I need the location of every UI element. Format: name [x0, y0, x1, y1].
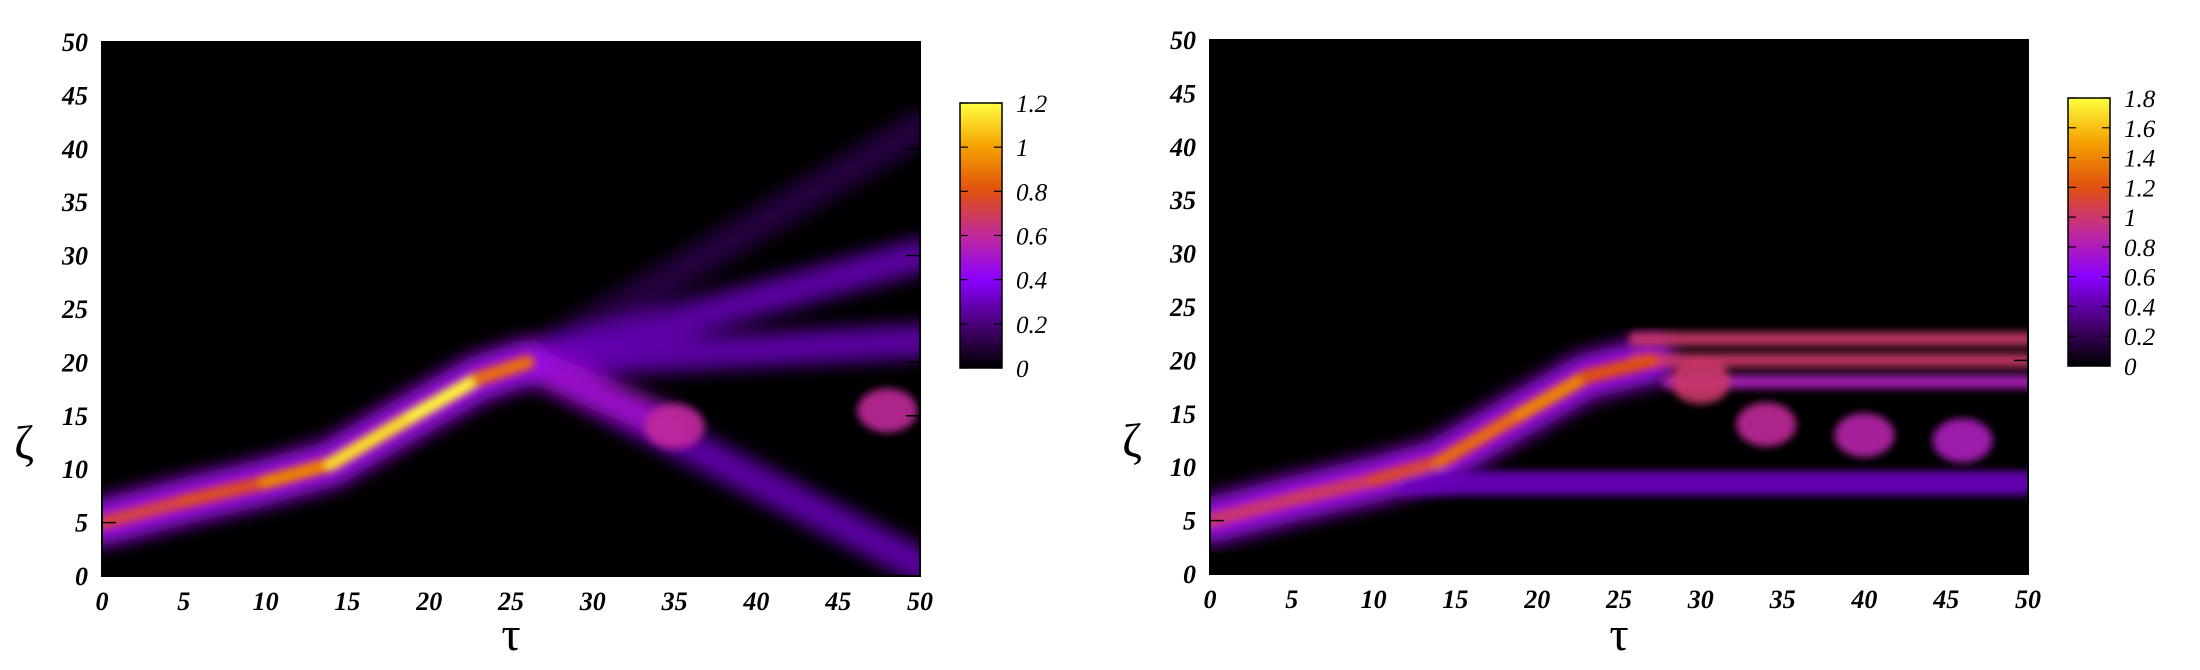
x-tick-label: 35 [661, 587, 688, 616]
colorbar-tick-label: 0.4 [1016, 268, 1047, 295]
beam-core [1513, 369, 1594, 421]
heatmap-panel-left: 0 5 10 15 20 25 30 35 40 45 50 0510152025303540455… [14, 28, 1048, 661]
beam-core [1366, 454, 1447, 488]
y-tick-label: 40 [61, 135, 88, 164]
y-tick-label: 5 [1183, 507, 1196, 536]
colorbar-tick-label: 1.8 [2124, 86, 2156, 113]
x-tick-label: 45 [1932, 585, 1959, 614]
colorbar-tick-label: 1.4 [2124, 146, 2155, 173]
x-tick-label: 5 [177, 587, 190, 616]
x-tick-label: 35 [1769, 585, 1796, 614]
y-tick-label: 40 [1169, 133, 1196, 162]
beam-core [1579, 353, 1659, 384]
colorbar-tick-label: 1.2 [2124, 175, 2155, 202]
y-tick-label: 50 [1170, 26, 1196, 55]
x-tick-label: 10 [1361, 585, 1387, 614]
y-tick-label: 25 [61, 295, 88, 324]
heatmap-panel-right: 0 5 10 15 20 25 30 35 40 45 50 0510152025303540455… [1122, 26, 2156, 661]
scattered-beam [510, 110, 920, 380]
y-tick-label: 20 [1169, 346, 1196, 375]
x-axis-ticks: 0 5 10 15 20 25 30 35 40 45 50 [96, 42, 933, 616]
y-tick-label: 15 [1170, 400, 1196, 429]
beam-core [1284, 473, 1381, 507]
colorbar-tick-label: 0 [2124, 354, 2137, 381]
x-tick-label: 50 [907, 587, 933, 616]
x-tick-label: 20 [415, 587, 442, 616]
colorbar-gradient [2067, 97, 2111, 367]
colorbar-tick-label: 0.6 [2124, 265, 2156, 292]
hot-spot [857, 388, 918, 433]
hot-spot [1932, 418, 1993, 463]
beam-core [258, 456, 339, 490]
y-tick-label: 30 [61, 242, 88, 271]
x-tick-label: 15 [1442, 585, 1468, 614]
y-tick-label: 35 [1169, 186, 1196, 215]
x-tick-label: 30 [1687, 585, 1714, 614]
colorbar: 0 0.2 0.40.6 0.8 1 1.21.4 1.6 1.8 [2067, 86, 2156, 381]
y-tick-label: 10 [62, 455, 88, 484]
y-axis-ticks: 0 5 10 15 20 25 30 35 40 45 50 [61, 28, 920, 591]
y-tick-label: 5 [75, 509, 88, 538]
beam-core [324, 408, 420, 471]
x-tick-label: 15 [334, 587, 360, 616]
colorbar-tick-label: 1 [1016, 135, 1029, 162]
x-axis-ticks: 0 5 10 15 20 25 30 35 40 45 50 [1204, 40, 2041, 614]
colorbar-tick-label: 1.6 [2124, 116, 2156, 143]
colorbar-tick-label: 0.4 [2124, 294, 2155, 321]
heatmap-image [102, 42, 920, 576]
beam-core [1432, 406, 1528, 469]
y-axis-ticks: 0 5 10 15 20 25 30 35 40 45 50 [1169, 26, 2028, 589]
colorbar: 0 0.2 0.4 0.6 0.8 1 1.2 [959, 91, 1048, 383]
x-tick-label: 0 [1204, 585, 1217, 614]
beam-core [102, 494, 191, 530]
x-tick-label: 50 [2015, 585, 2041, 614]
colorbar-tick-label: 0.8 [1016, 179, 1048, 206]
x-axis-label: τ [1609, 608, 1628, 661]
colorbar-tick-label: 0.2 [1016, 312, 1047, 339]
colorbar-tick-label: 0 [1016, 356, 1029, 383]
beam-core [471, 355, 535, 386]
y-tick-label: 15 [62, 402, 88, 431]
colorbar-tick-label: 1.2 [1016, 91, 1047, 118]
heatmap-image [1210, 40, 2028, 574]
scattered-beam [510, 324, 920, 380]
hot-spot [644, 404, 705, 449]
colorbar-tick-label: 0.6 [1016, 224, 1048, 251]
y-tick-label: 35 [61, 188, 88, 217]
x-tick-label: 5 [1285, 585, 1298, 614]
colorbar-tick-label: 0.2 [2124, 324, 2155, 351]
y-tick-label: 45 [1169, 79, 1196, 108]
y-tick-label: 0 [1183, 560, 1196, 589]
hot-spot [1736, 402, 1797, 447]
y-tick-label: 10 [1170, 453, 1196, 482]
hot-spot [1670, 359, 1731, 404]
beam-core [176, 475, 273, 509]
y-tick-label: 25 [1169, 293, 1196, 322]
x-tick-label: 25 [497, 587, 524, 616]
x-tick-label: 40 [1850, 585, 1877, 614]
y-tick-label: 20 [61, 348, 88, 377]
x-tick-label: 20 [1523, 585, 1550, 614]
x-tick-label: 25 [1605, 585, 1632, 614]
y-axis-label: ζ [1122, 415, 1142, 468]
x-tick-label: 40 [742, 587, 769, 616]
colorbar-tick-label: 0.8 [2124, 235, 2156, 262]
beam-core [1210, 492, 1299, 528]
x-axis-label: τ [501, 608, 520, 661]
y-tick-label: 0 [75, 562, 88, 591]
x-tick-label: 10 [253, 587, 279, 616]
colorbar-tick-label: 1 [2124, 205, 2137, 232]
beam-core [405, 371, 486, 423]
x-tick-label: 30 [579, 587, 606, 616]
x-tick-label: 0 [96, 587, 109, 616]
y-tick-label: 50 [62, 28, 88, 57]
y-tick-label: 30 [1169, 240, 1196, 269]
y-tick-label: 45 [61, 81, 88, 110]
x-tick-label: 45 [824, 587, 851, 616]
y-axis-label: ζ [14, 417, 34, 470]
hot-spot [1834, 413, 1895, 458]
